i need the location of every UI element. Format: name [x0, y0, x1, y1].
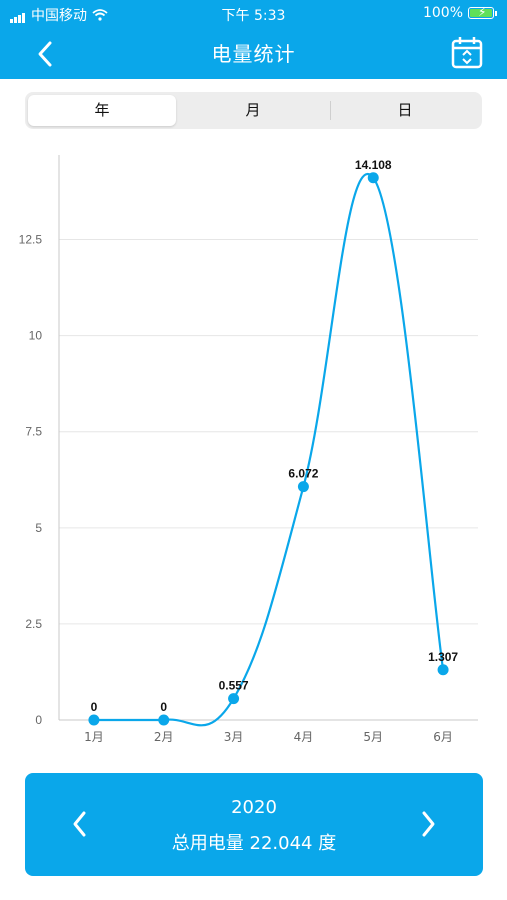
carrier-label: 中国移动 [31, 8, 87, 24]
y-tick-label: 2.5 [25, 617, 42, 631]
calendar-icon[interactable] [451, 36, 483, 70]
total-usage-label: 总用电量 22.044 度 [171, 833, 337, 854]
chevron-left-icon[interactable] [30, 38, 62, 70]
y-tick-label: 12.5 [19, 233, 43, 247]
data-label: 6.072 [288, 467, 318, 481]
y-tick-label: 5 [35, 521, 42, 535]
segment-divider [330, 101, 331, 120]
signal-icon [10, 7, 26, 23]
wifi-icon [92, 9, 108, 21]
data-label: 1.307 [428, 650, 458, 664]
summary-panel: 2020 总用电量 22.044 度 [25, 773, 483, 876]
status-right: 100% ⚡ [423, 5, 497, 21]
data-label: 14.108 [355, 158, 392, 172]
tab-day[interactable]: 日 [397, 101, 413, 119]
energy-line-chart: 0 2.5 5 7.5 10 12.5 1月 2月 3月 4月 5月 6月 0 0 0.557 6.072 14… [19, 155, 478, 744]
battery-cap [495, 10, 497, 16]
data-point [228, 693, 240, 705]
data-point [437, 664, 449, 676]
data-label: 0.557 [219, 679, 249, 693]
tab-month[interactable]: 月 [245, 101, 261, 119]
data-label: 0 [160, 700, 167, 714]
year-label: 2020 [231, 797, 277, 818]
next-year-icon[interactable] [413, 807, 443, 841]
battery-percent: 100% [422, 5, 463, 21]
tab-year[interactable]: 年 [28, 95, 176, 126]
data-point [158, 714, 170, 726]
series-line [93, 173, 445, 727]
status-bar: 中国移动 下午 5:33 100% ⚡ [0, 0, 507, 28]
x-tick-label: 1月 [84, 730, 104, 744]
page-title: 电量统计 [211, 42, 296, 66]
x-tick-label: 5月 [363, 730, 383, 744]
data-point [88, 714, 100, 726]
x-tick-label: 4月 [294, 730, 314, 744]
status-time: 下午 5:33 [221, 8, 286, 24]
period-segmented-control: 年 月 日 [25, 92, 482, 129]
x-tick-label: 6月 [433, 730, 453, 744]
data-label: 0 [91, 700, 98, 714]
y-tick-label: 0 [35, 713, 42, 727]
y-tick-label: 7.5 [25, 425, 42, 439]
data-point [367, 172, 379, 184]
prev-year-icon[interactable] [65, 807, 95, 841]
nav-bar: 电量统计 [0, 28, 507, 79]
data-point [297, 481, 309, 493]
app-header: 中国移动 下午 5:33 100% ⚡ 电量统计 [0, 0, 507, 79]
x-tick-label: 2月 [154, 730, 174, 744]
status-left: 中国移动 [10, 5, 108, 25]
battery-icon: ⚡ [468, 5, 494, 19]
x-tick-label: 3月 [224, 730, 244, 744]
y-tick-label: 10 [29, 329, 43, 343]
